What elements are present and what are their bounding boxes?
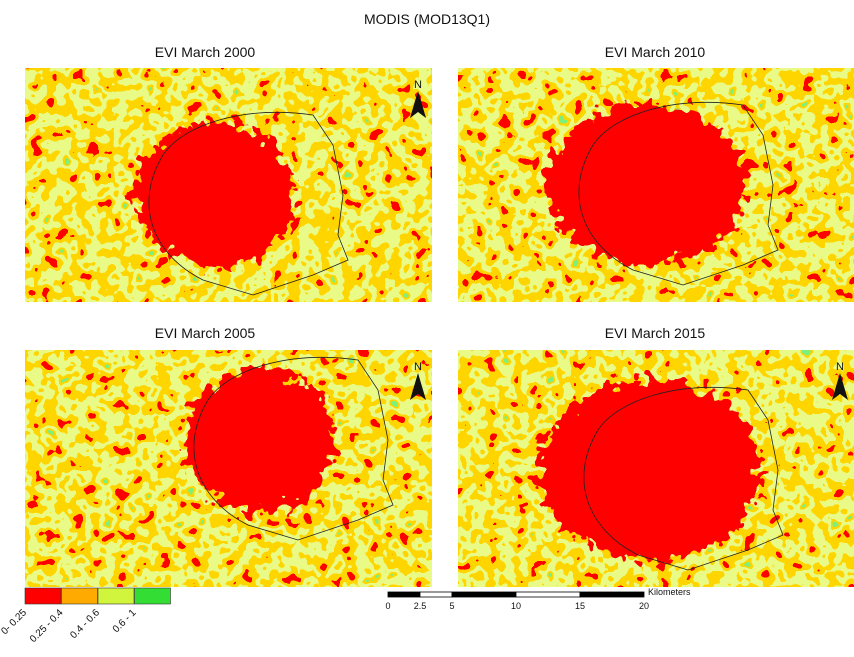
- panel-title: EVI March 2000: [155, 44, 256, 60]
- panel-title: EVI March 2005: [155, 325, 256, 341]
- map-area: [25, 68, 432, 302]
- scale-tick-label: 15: [575, 601, 585, 611]
- north-label: N: [414, 361, 422, 373]
- scale-unit: Kilometers: [648, 587, 691, 597]
- panels: EVI March 2000 N EVI March 2010 EVI March 2…: [25, 44, 854, 587]
- legend-swatch: [98, 588, 134, 604]
- legend-label: 0- 0.25: [0, 607, 29, 637]
- legend-swatch: [135, 588, 171, 604]
- map-area: [25, 350, 432, 587]
- north-label: N: [836, 361, 844, 373]
- legend-label: 0.4 - 0.6: [68, 607, 102, 641]
- scale-segment: [452, 592, 516, 597]
- scale-bar: 0 2.5 5 10 15 20 Kilometers: [385, 587, 691, 611]
- map-area: [458, 350, 854, 587]
- figure: MODIS (MOD13Q1) EVI March 2000NEVI March…: [0, 0, 854, 657]
- urban-core: [135, 123, 295, 267]
- legend-label: 0.25 - 0.4: [28, 607, 66, 645]
- legend-swatch: [25, 588, 61, 604]
- map-panel: EVI March 2010: [458, 44, 854, 302]
- figure-title: MODIS (MOD13Q1): [364, 11, 490, 27]
- scale-tick-label: 10: [511, 601, 521, 611]
- urban-core: [545, 105, 745, 265]
- scale-segment: [388, 592, 420, 597]
- map-area: [458, 68, 854, 302]
- map-panel: EVI March 2015 N: [458, 325, 854, 587]
- scale-tick-label: 0: [385, 601, 390, 611]
- legend-swatch: [62, 588, 98, 604]
- scale-tick-label: 20: [639, 601, 649, 611]
- panel-title: EVI March 2010: [605, 44, 706, 60]
- map-panel: EVI March 2000 N: [25, 44, 432, 302]
- scale-segment: [580, 592, 644, 597]
- scale-tick-label: 5: [449, 601, 454, 611]
- panel-title: EVI March 2015: [605, 325, 706, 341]
- north-label: N: [414, 79, 422, 91]
- scale-tick-label: 2.5: [414, 601, 427, 611]
- scale-segment: [420, 592, 452, 597]
- legend-label: 0.6 - 1: [111, 607, 139, 635]
- urban-core: [540, 380, 760, 560]
- map-panel: EVI March 2005 N: [25, 325, 432, 587]
- scale-segment: [516, 592, 580, 597]
